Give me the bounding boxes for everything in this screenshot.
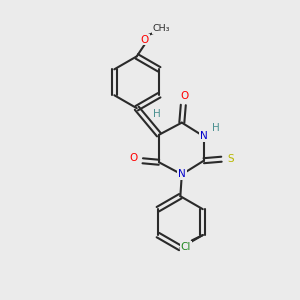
Text: O: O [180,91,189,101]
Text: CH₃: CH₃ [152,24,170,33]
Text: N: N [200,131,208,141]
Text: H: H [154,109,161,118]
Text: S: S [227,154,234,164]
Text: O: O [141,34,149,45]
Text: H: H [212,123,220,133]
Text: N: N [178,169,186,179]
Text: O: O [129,153,137,164]
Text: Cl: Cl [181,242,191,252]
